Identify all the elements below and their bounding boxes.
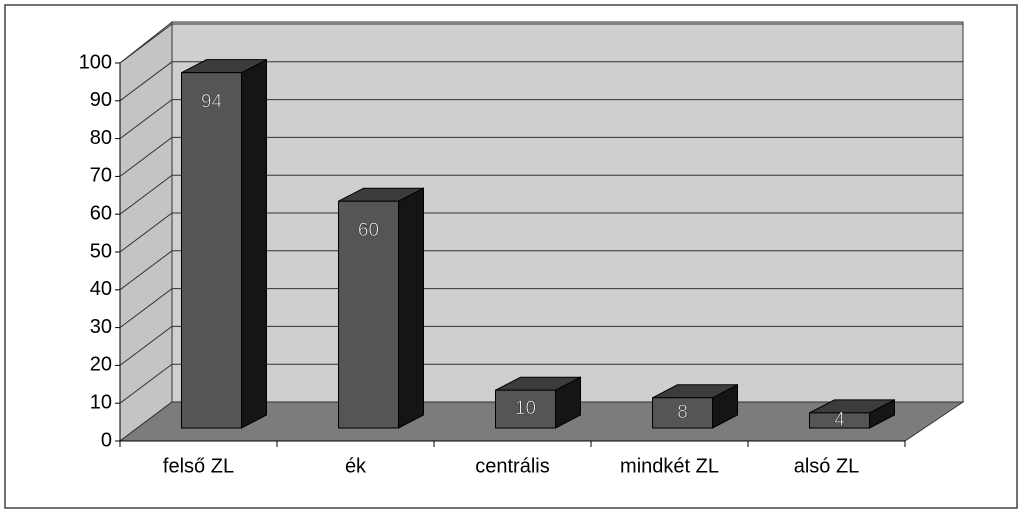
data-label: 8 bbox=[677, 402, 688, 423]
bar-front bbox=[495, 389, 556, 429]
data-label: 60 bbox=[358, 220, 379, 241]
y-tick-label: 10 bbox=[90, 391, 112, 413]
x-tick-label: mindkét ZL bbox=[620, 455, 719, 477]
bar-front bbox=[338, 200, 399, 429]
x-tick-label: felső ZL bbox=[163, 455, 234, 477]
grid-line bbox=[119, 99, 963, 140]
data-label: 4 bbox=[834, 409, 845, 430]
data-label: 94 bbox=[201, 92, 223, 113]
grid-line bbox=[119, 136, 963, 177]
grid bbox=[119, 23, 963, 404]
y-tick-label: 50 bbox=[90, 240, 112, 262]
x-tick-label: centrális bbox=[475, 455, 549, 477]
x-tick-label: ék bbox=[345, 455, 367, 477]
marks: 94 60 10 8 4 bbox=[181, 58, 895, 431]
grid-line bbox=[119, 325, 963, 366]
y-tick-label: 100 bbox=[79, 51, 112, 73]
bar: 4 bbox=[809, 399, 895, 431]
y-tick-label: 20 bbox=[90, 354, 112, 376]
y-tick-label: 0 bbox=[101, 429, 112, 451]
bar-side bbox=[241, 58, 267, 429]
bar: 60 bbox=[338, 187, 424, 429]
bar-front bbox=[652, 397, 713, 429]
y-tick-label: 40 bbox=[90, 278, 112, 300]
bar: 94 bbox=[181, 58, 267, 429]
grid-line bbox=[119, 174, 963, 215]
y-tick-label: 90 bbox=[90, 89, 112, 111]
y-tick-label: 70 bbox=[90, 165, 112, 187]
bar-front bbox=[809, 412, 870, 429]
bar-side bbox=[398, 187, 424, 429]
data-label: 10 bbox=[515, 398, 536, 419]
bar: 10 bbox=[495, 376, 581, 429]
grid-line bbox=[119, 288, 963, 329]
grid-line bbox=[119, 23, 963, 64]
grid-line bbox=[119, 61, 963, 102]
bar: 8 bbox=[652, 383, 738, 429]
grid-line bbox=[119, 212, 963, 253]
bar-front bbox=[181, 72, 242, 429]
back-wall bbox=[171, 21, 964, 403]
grid-line bbox=[119, 363, 963, 404]
y-tick-label: 80 bbox=[90, 127, 112, 149]
side-wall bbox=[119, 20, 173, 442]
y-tick-label: 60 bbox=[90, 202, 112, 224]
x-tick-label: alsó ZL bbox=[794, 455, 860, 477]
y-tick-label: 30 bbox=[90, 316, 112, 338]
grid-line bbox=[119, 250, 963, 291]
